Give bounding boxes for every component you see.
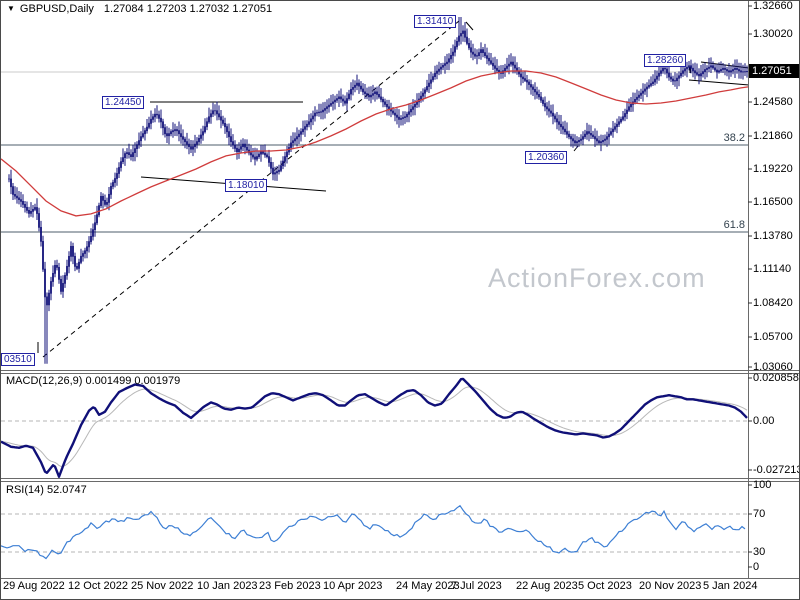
price-axis-label: 1.13780 — [753, 230, 793, 242]
macd-axis-label: 0.020858 — [753, 372, 799, 384]
price-axis-label: 1.24580 — [753, 96, 793, 108]
symbol-period-label: GBPUSD,Daily — [19, 3, 94, 15]
chart-title: ▼ GBPUSD,Daily 1.27084 1.27203 1.27032 1.2… — [7, 3, 272, 15]
price-annotation-box[interactable]: 1.28260 — [644, 54, 687, 67]
time-axis-label: 24 May 2023 — [396, 580, 460, 592]
price-axis-label: 1.05700 — [753, 331, 793, 343]
macd-label: MACD(12,26,9) 0.001499 0.001979 — [6, 375, 181, 387]
price-axis-label: 1.11140 — [753, 263, 792, 275]
time-axis-label: 23 Feb 2023 — [259, 580, 321, 592]
symbol-dropdown-icon[interactable]: ▼ — [7, 4, 15, 13]
time-axis-label: 7 Jul 2023 — [451, 580, 502, 592]
ohlc-values: 1.27084 1.27203 1.27032 1.27051 — [103, 3, 273, 15]
price-axis-label: 1.16500 — [753, 196, 793, 208]
price-annotation-box[interactable]: 1.18010 — [225, 179, 268, 192]
time-axis-label: 5 Jan 2024 — [703, 580, 758, 592]
fib-level-label: 61.8 — [723, 219, 745, 231]
rsi-axis-label: 100 — [753, 479, 772, 491]
price-annotation-box[interactable]: 03510 — [1, 353, 35, 366]
price-axis-label: 1.19220 — [753, 163, 793, 175]
macd-axis-label: -0.027213 — [753, 464, 800, 476]
price-annotation-box[interactable]: 1.31410 — [414, 15, 457, 28]
current-price-tag: 1.27051 — [749, 64, 799, 78]
time-axis-label: 10 Jan 2023 — [197, 580, 258, 592]
time-axis-label: 20 Nov 2023 — [639, 580, 702, 592]
macd-axis-label: 0.00 — [753, 415, 775, 427]
price-annotation-box[interactable]: 1.20360 — [525, 151, 568, 164]
time-axis-label: 5 Oct 2023 — [578, 580, 632, 592]
rsi-axis-label: 70 — [753, 508, 766, 520]
price-axis-label: 1.30020 — [753, 28, 793, 40]
time-axis-label: 22 Aug 2023 — [516, 580, 578, 592]
time-axis-label: 12 Oct 2022 — [68, 580, 128, 592]
time-axis-label: 25 Nov 2022 — [131, 580, 194, 592]
price-axis-label: 1.21860 — [753, 130, 793, 142]
time-axis-label: 29 Aug 2022 — [3, 580, 65, 592]
watermark: ActionForex.com — [488, 263, 706, 293]
rsi-axis-label: 0 — [753, 561, 760, 573]
fib-level-label: 38.2 — [723, 132, 745, 144]
price-axis-label: 1.03060 — [753, 361, 793, 373]
rsi-label: RSI(14) 52.0747 — [6, 484, 87, 496]
price-annotation-box[interactable]: 1.24450 — [102, 96, 145, 109]
price-axis-label: 1.08420 — [753, 297, 793, 309]
time-axis-label: 10 Apr 2023 — [323, 580, 383, 592]
price-axis-label: 1.32660 — [753, 0, 793, 12]
rsi-axis-label: 30 — [753, 546, 766, 558]
